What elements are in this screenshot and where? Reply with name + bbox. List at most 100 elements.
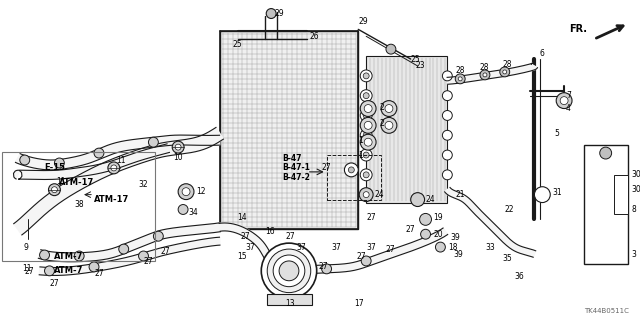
Circle shape — [560, 97, 568, 105]
Text: 27: 27 — [94, 269, 104, 278]
Circle shape — [364, 172, 369, 178]
Text: 37: 37 — [366, 243, 376, 252]
Text: 7: 7 — [566, 91, 571, 100]
Bar — [220, 31, 358, 229]
Text: ATM-7: ATM-7 — [54, 266, 84, 275]
Circle shape — [364, 113, 369, 118]
Circle shape — [74, 251, 84, 261]
Text: B-47-2: B-47-2 — [282, 173, 310, 182]
Text: 11: 11 — [22, 264, 31, 273]
Circle shape — [364, 105, 372, 113]
Polygon shape — [38, 223, 220, 262]
Circle shape — [20, 155, 29, 165]
Circle shape — [322, 264, 332, 274]
Text: E-15: E-15 — [45, 164, 65, 172]
Circle shape — [364, 132, 369, 138]
Circle shape — [442, 170, 452, 180]
Text: 8: 8 — [632, 205, 636, 214]
Circle shape — [500, 67, 509, 77]
Circle shape — [119, 244, 129, 254]
Circle shape — [138, 251, 148, 261]
Circle shape — [172, 141, 184, 153]
Circle shape — [360, 149, 372, 161]
Circle shape — [411, 193, 424, 206]
Text: 17: 17 — [355, 299, 364, 308]
Text: 28: 28 — [480, 63, 490, 72]
Text: 9: 9 — [24, 243, 29, 252]
Circle shape — [503, 70, 507, 74]
Circle shape — [442, 91, 452, 100]
Circle shape — [273, 255, 305, 287]
Polygon shape — [445, 188, 536, 257]
Text: ATM-17: ATM-17 — [60, 178, 95, 187]
Text: 21: 21 — [455, 190, 465, 199]
Text: 34: 34 — [188, 208, 198, 217]
Circle shape — [108, 162, 120, 174]
Circle shape — [261, 243, 317, 299]
Circle shape — [348, 167, 355, 173]
Bar — [2, 152, 156, 261]
Circle shape — [40, 250, 49, 260]
Text: TK44B0511C: TK44B0511C — [584, 308, 628, 315]
Bar — [614, 175, 628, 214]
Circle shape — [359, 188, 373, 202]
Text: 11: 11 — [56, 177, 66, 186]
Circle shape — [111, 165, 116, 171]
Text: 27: 27 — [285, 232, 294, 241]
Text: 25: 25 — [411, 54, 420, 64]
Bar — [268, 294, 312, 306]
Text: 10: 10 — [173, 153, 183, 162]
Circle shape — [386, 44, 396, 54]
Text: 29: 29 — [358, 17, 368, 26]
Text: 24: 24 — [374, 190, 384, 199]
Text: 27: 27 — [49, 279, 59, 288]
Circle shape — [360, 117, 376, 133]
Text: 19: 19 — [433, 213, 443, 222]
Text: 2: 2 — [379, 119, 384, 128]
Circle shape — [360, 109, 372, 121]
Circle shape — [94, 148, 104, 158]
Text: B-47: B-47 — [282, 154, 301, 163]
Circle shape — [442, 150, 452, 160]
Circle shape — [89, 262, 99, 272]
Polygon shape — [39, 237, 220, 276]
Text: 22: 22 — [505, 205, 514, 214]
Polygon shape — [15, 135, 220, 170]
Polygon shape — [13, 127, 223, 235]
Circle shape — [364, 121, 372, 129]
Text: 30: 30 — [632, 185, 640, 194]
Circle shape — [381, 117, 397, 133]
Bar — [326, 155, 381, 200]
Text: 4: 4 — [566, 104, 571, 113]
Circle shape — [266, 9, 276, 19]
Circle shape — [483, 73, 487, 77]
Text: 15: 15 — [237, 252, 247, 261]
Text: ATM-7: ATM-7 — [54, 252, 84, 261]
Text: 26: 26 — [310, 32, 319, 41]
Circle shape — [178, 184, 194, 200]
Polygon shape — [447, 63, 538, 84]
Text: 24: 24 — [426, 195, 435, 204]
Text: 27: 27 — [386, 244, 396, 253]
Text: 1: 1 — [358, 150, 363, 160]
Circle shape — [364, 152, 369, 158]
Circle shape — [175, 144, 181, 150]
Circle shape — [458, 77, 462, 81]
Text: 28: 28 — [503, 60, 512, 69]
Circle shape — [51, 187, 58, 193]
Circle shape — [360, 129, 372, 141]
Bar — [584, 145, 628, 264]
Text: 27: 27 — [143, 257, 153, 267]
Circle shape — [360, 100, 376, 116]
Text: 30: 30 — [632, 170, 640, 179]
Text: 27: 27 — [366, 213, 376, 222]
Circle shape — [480, 70, 490, 80]
Circle shape — [364, 192, 369, 198]
Text: 37: 37 — [245, 243, 255, 252]
Text: 32: 32 — [138, 180, 148, 189]
Text: 29: 29 — [274, 9, 284, 18]
Circle shape — [182, 188, 190, 196]
Circle shape — [154, 231, 163, 241]
Circle shape — [49, 184, 60, 196]
Text: 38: 38 — [74, 200, 84, 209]
